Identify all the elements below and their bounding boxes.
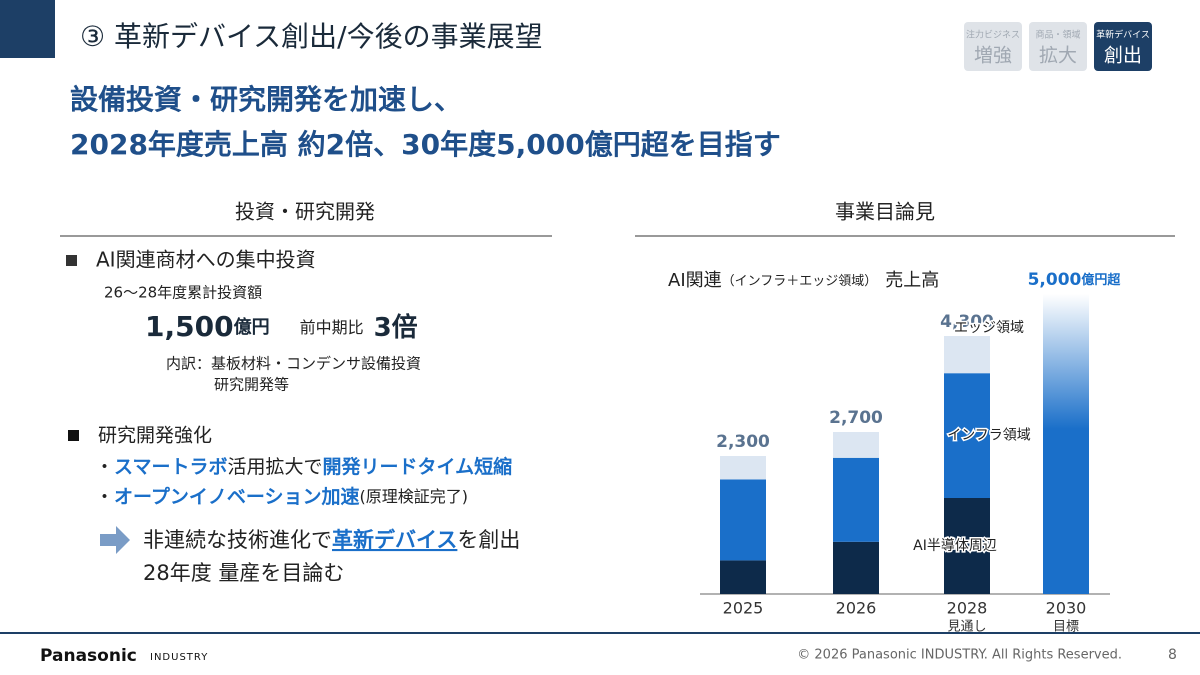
x-tick-note: 見通し xyxy=(947,620,986,635)
chart-title: AI関連（インフラ＋エッジ領域） 売上高 xyxy=(668,270,939,291)
amount-line: 1,500億円 前中期比 3倍 xyxy=(145,310,418,343)
total-label: 2,300 xyxy=(716,432,770,452)
headline: 設備投資・研究開発を加速し、 xyxy=(70,83,462,116)
tab-big: 拡大 xyxy=(1039,45,1077,67)
arrow xyxy=(100,526,130,554)
section-heading: 投資・研究開発 xyxy=(235,200,375,224)
total-label: 5,000億円超 xyxy=(1028,270,1122,290)
x-tick-note: 目標 xyxy=(1053,620,1079,635)
arrow-line: 非連続な技術進化で革新デバイスを創出 xyxy=(143,528,520,552)
tab-active xyxy=(1094,22,1152,71)
tabs: 注力ビジネス 増強 商品・領域 拡大 革新デバイス 創出 xyxy=(964,22,1152,71)
tab-big: 増強 xyxy=(974,45,1012,67)
x-tick-label: 2025 xyxy=(723,599,764,618)
bar-segment xyxy=(833,457,879,542)
item-title: AI関連商材への集中投資 xyxy=(96,248,316,272)
x-tick-label: 2030 xyxy=(1046,599,1087,618)
tab-big: 創出 xyxy=(1104,45,1142,67)
section-heading: 事業目論見 xyxy=(835,200,935,224)
bar-segment xyxy=(944,498,990,594)
bullet xyxy=(68,430,79,441)
tab-small: 注力ビジネス xyxy=(966,29,1020,41)
bar-segment xyxy=(944,373,990,498)
tab-small: 革新デバイス xyxy=(1096,29,1150,41)
item-line: ・スマートラボ活用拡大で開発リードタイム短縮 xyxy=(95,455,512,478)
x-tick-label: 2028 xyxy=(947,599,988,618)
brand: Panasonic xyxy=(40,646,137,666)
copyright: © 2026 Panasonic INDUSTRY. All Rights Re… xyxy=(797,648,1122,663)
tab xyxy=(1029,22,1087,71)
bar-segment xyxy=(720,479,766,561)
breakdown: 研究開発等 xyxy=(214,376,289,394)
item-sub: 26～28年度累計投資額 xyxy=(104,284,262,302)
bar-segment xyxy=(833,541,879,594)
arrow-line: 28年度 量産を目論む xyxy=(143,561,344,585)
item-line: ・オープンイノベーション加速(原理検証完了) xyxy=(95,485,468,508)
corner-block xyxy=(0,0,55,58)
chart: 2,300 2025 2,700 2026 4,300 2028 見通し 5,000億円超 20… xyxy=(700,270,1121,635)
bar-segment xyxy=(720,560,766,594)
slide-title: ③ 革新デバイス創出/今後の事業展望 xyxy=(80,20,543,53)
series-label: エッジ領域 xyxy=(954,319,1024,336)
bar-segment xyxy=(833,432,879,458)
bar-segment xyxy=(720,456,766,480)
page-number: 8 xyxy=(1168,647,1177,663)
item-title: 研究開発強化 xyxy=(98,425,212,447)
bar-segment xyxy=(944,336,990,374)
breakdown: 内訳：基板材料・コンデンサ設備投資 xyxy=(166,355,421,373)
division: INDUSTRY xyxy=(150,652,208,663)
total-label: 4,300 xyxy=(940,312,994,332)
tab xyxy=(964,22,1022,71)
bullet xyxy=(66,255,77,266)
headline: 2028年度売上高 約2倍、30年度5,000億円超を目指す xyxy=(70,128,781,161)
bar-total xyxy=(1043,294,1089,594)
series-label: インフラ領域 xyxy=(947,427,1031,444)
tab-small: 商品・領域 xyxy=(1035,29,1080,41)
series-label: AI半導体周辺 xyxy=(913,538,997,554)
x-tick-label: 2026 xyxy=(836,599,877,618)
total-label: 2,700 xyxy=(829,408,883,428)
